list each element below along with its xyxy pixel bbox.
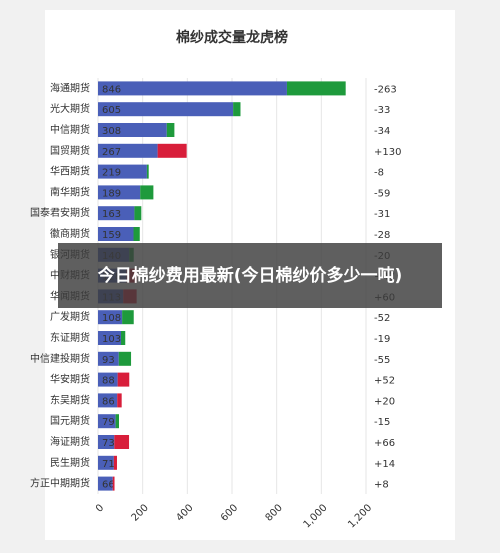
y-tick-label: 中信期货 xyxy=(50,123,90,136)
bar xyxy=(98,206,135,221)
overlay-banner: 今日棉纱费用最新(今日棉纱价多少一吨) xyxy=(58,243,442,308)
change-bar xyxy=(133,227,140,241)
change-bar xyxy=(118,351,132,366)
bar xyxy=(98,102,234,117)
bar-value-label: 163 xyxy=(102,209,121,220)
change-label: -15 xyxy=(374,417,390,428)
y-tick-label: 东证期货 xyxy=(50,331,90,344)
y-tick-label: 国元期货 xyxy=(50,414,90,427)
overlay-text: 今日棉纱费用最新(今日棉纱价多少一吨) xyxy=(97,265,403,286)
bar-value-label: 71 xyxy=(102,459,115,470)
bar xyxy=(98,185,141,200)
y-tick-label: 东吴期货 xyxy=(50,393,90,406)
change-label: -34 xyxy=(374,126,390,137)
change-bar xyxy=(166,123,175,137)
bar xyxy=(98,351,119,366)
bar-value-label: 267 xyxy=(102,147,121,158)
change-bar xyxy=(121,331,126,345)
bar xyxy=(98,81,287,96)
bar-value-label: 93 xyxy=(102,355,115,366)
change-label: +52 xyxy=(374,376,395,387)
change-bar xyxy=(114,435,130,449)
bar xyxy=(98,435,115,449)
change-label: +8 xyxy=(374,480,389,491)
change-label: +66 xyxy=(374,438,395,449)
bar-value-label: 189 xyxy=(102,188,121,199)
change-bar xyxy=(286,81,346,96)
y-tick-label: 南华期货 xyxy=(50,185,90,198)
bar-value-label: 846 xyxy=(102,84,121,95)
bar xyxy=(98,372,118,387)
change-label: -31 xyxy=(374,209,390,220)
change-label: -8 xyxy=(374,168,384,179)
bar xyxy=(98,414,116,429)
change-bar xyxy=(134,206,142,221)
change-bar xyxy=(146,164,149,179)
bar-value-label: 159 xyxy=(102,230,121,241)
change-label: -59 xyxy=(374,188,390,199)
change-bar xyxy=(117,393,122,408)
y-tick-label: 海通期货 xyxy=(50,81,90,94)
bar xyxy=(98,393,118,408)
y-tick-label: 方正中期期货 xyxy=(30,477,90,490)
bar-value-label: 79 xyxy=(102,417,115,428)
change-bar xyxy=(233,102,241,117)
bar-value-label: 605 xyxy=(102,105,121,116)
change-label: +14 xyxy=(374,459,395,470)
y-tick-label: 广发期货 xyxy=(50,310,90,323)
change-bar xyxy=(113,455,117,470)
change-label: +130 xyxy=(374,147,401,158)
change-bar xyxy=(112,476,115,491)
change-label: -33 xyxy=(374,105,390,116)
bar xyxy=(98,331,122,345)
change-label: -28 xyxy=(374,230,390,241)
bar-value-label: 73 xyxy=(102,438,115,449)
y-tick-label: 中信建投期货 xyxy=(30,352,90,365)
change-label: -263 xyxy=(374,84,397,95)
change-bar xyxy=(157,143,187,158)
y-tick-label: 国泰君安期货 xyxy=(30,206,90,219)
change-bar xyxy=(117,372,130,387)
bar-value-label: 66 xyxy=(102,480,115,491)
y-tick-label: 国贸期货 xyxy=(50,144,90,157)
y-tick-label: 华西期货 xyxy=(50,165,90,178)
y-tick-label: 海证期货 xyxy=(50,435,90,448)
change-label: +20 xyxy=(374,396,395,407)
change-bar xyxy=(122,310,134,325)
bar xyxy=(98,310,123,325)
y-tick-label: 徽商期货 xyxy=(50,227,90,240)
y-tick-label: 光大期货 xyxy=(50,102,90,115)
bar xyxy=(98,143,158,158)
bar xyxy=(98,123,167,137)
y-tick-label: 民生期货 xyxy=(50,456,90,469)
bar-value-label: 108 xyxy=(102,313,121,324)
change-bar xyxy=(115,414,119,429)
change-label: -19 xyxy=(374,334,390,345)
bar-value-label: 308 xyxy=(102,126,121,137)
bar xyxy=(98,227,134,241)
change-label: -55 xyxy=(374,355,390,366)
bar-value-label: 88 xyxy=(102,376,115,387)
y-tick-label: 华安期货 xyxy=(50,373,90,386)
change-label: -52 xyxy=(374,313,390,324)
change-bar xyxy=(140,185,154,200)
chart-title: 棉纱成交量龙虎榜 xyxy=(176,29,288,46)
bar xyxy=(98,455,114,470)
bar-value-label: 86 xyxy=(102,396,115,407)
bar xyxy=(98,476,113,491)
bar-value-label: 103 xyxy=(102,334,121,345)
bar-value-label: 219 xyxy=(102,168,121,179)
bar xyxy=(98,164,147,179)
